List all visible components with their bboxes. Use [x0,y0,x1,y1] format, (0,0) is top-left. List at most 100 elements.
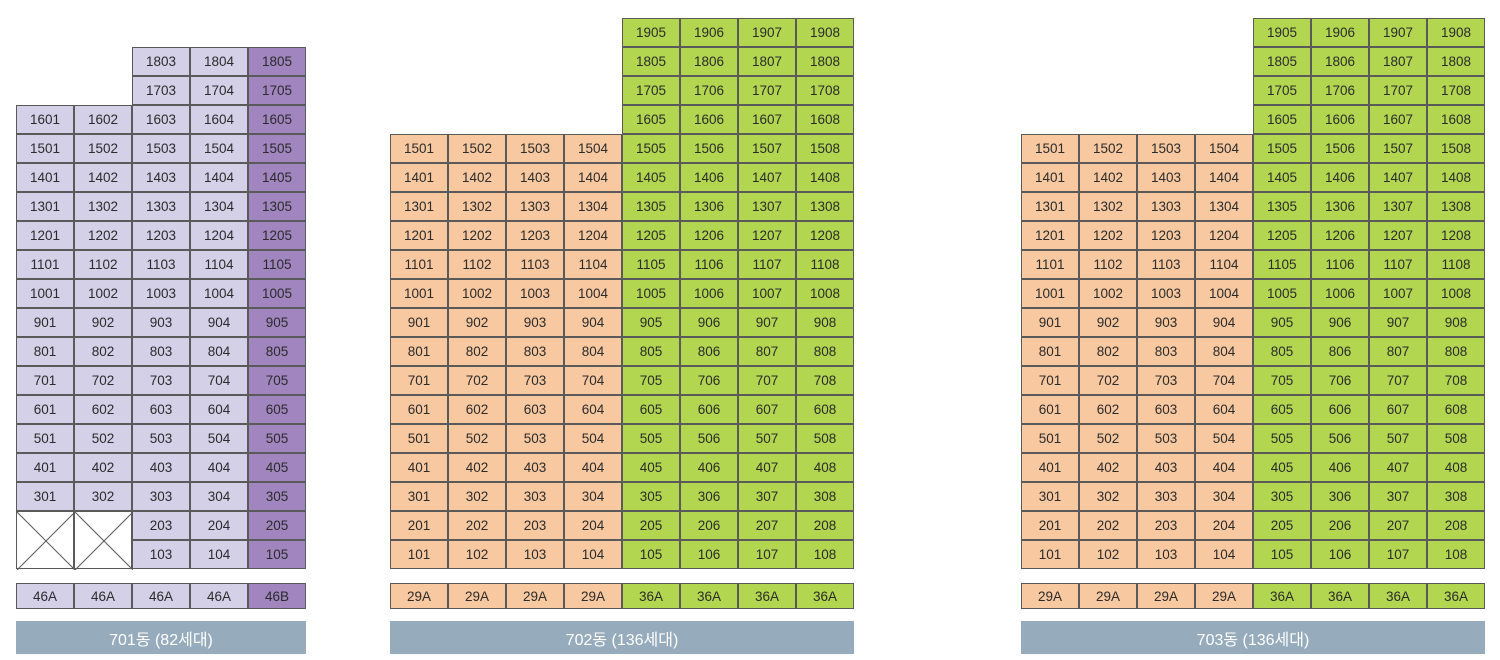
unit-cell: 603 [132,395,190,424]
unit-cell: 1302 [1079,192,1137,221]
unit-cell: 1707 [738,76,796,105]
unit-cell: 405 [1253,453,1311,482]
unit-cell: 1301 [1021,192,1079,221]
unit-type-cell: 29A [1021,583,1079,609]
unit-type-cell: 36A [680,583,738,609]
unit-cell: 1402 [74,163,132,192]
unit-cell: 402 [448,453,506,482]
unit-cell: 305 [1253,482,1311,511]
unit-cell: 1108 [796,250,854,279]
unit-cell: 1103 [506,250,564,279]
unit-cell: 303 [132,482,190,511]
unit-cell: 505 [248,424,306,453]
unit-cell: 1101 [390,250,448,279]
unit-cell: 608 [796,395,854,424]
unit-cell: 1706 [680,76,738,105]
unit-cell: 1805 [1253,47,1311,76]
unit-cell: 702 [74,366,132,395]
unit-cell: 1405 [1253,163,1311,192]
unit-cell: 804 [190,337,248,366]
unit-cell: 1105 [1253,250,1311,279]
unit-cell: 504 [1195,424,1253,453]
unit-cell: 1107 [1369,250,1427,279]
unit-cell: 504 [564,424,622,453]
unit-cell: 1507 [738,134,796,163]
unit-cell: 602 [74,395,132,424]
unit-cell: 1206 [1311,221,1369,250]
unit-cell: 406 [1311,453,1369,482]
unit-cell: 605 [248,395,306,424]
unit-cell: 1003 [1137,279,1195,308]
unit-cell: 1502 [74,134,132,163]
unit-cell: 502 [1079,424,1137,453]
unit-cell: 907 [1369,308,1427,337]
unit-cell: 701 [1021,366,1079,395]
unit-cell: 704 [1195,366,1253,395]
unit-cell: 306 [680,482,738,511]
unit-cell: 204 [564,511,622,540]
unit-cell: 1303 [132,192,190,221]
unit-cell: 106 [680,540,738,569]
unit-cell: 402 [74,453,132,482]
unit-cell: 1407 [738,163,796,192]
unit-cell: 207 [738,511,796,540]
unit-cell: 1505 [622,134,680,163]
unit-cell: 602 [448,395,506,424]
unit-cell: 1203 [132,221,190,250]
unit-cell: 1104 [190,250,248,279]
unit-cell: 1503 [132,134,190,163]
unit-cell: 202 [448,511,506,540]
unit-cell: 408 [796,453,854,482]
unit-type-cell: 29A [390,583,448,609]
unit-cell: 1201 [1021,221,1079,250]
unit-cell: 103 [1137,540,1195,569]
unit-type-cell: 29A [1079,583,1137,609]
unit-cell: 1303 [1137,192,1195,221]
unit-cell: 208 [796,511,854,540]
unit-cell: 201 [1021,511,1079,540]
unit-cell: 1105 [622,250,680,279]
unit-cell: 1003 [506,279,564,308]
unit-cell: 1002 [74,279,132,308]
unit-cell: 1306 [1311,192,1369,221]
unit-cell: 1204 [190,221,248,250]
unit-cell: 1305 [622,192,680,221]
unit-cell: 707 [1369,366,1427,395]
unit-cell: 103 [132,540,190,569]
unit-cell: 105 [622,540,680,569]
unit-cell: 1405 [622,163,680,192]
unit-type-cell: 29A [1195,583,1253,609]
unit-cell: 806 [680,337,738,366]
unit-type-cell: 29A [506,583,564,609]
unit-cell: 1006 [1311,279,1369,308]
unit-cell: 1302 [74,192,132,221]
unit-cell: 906 [680,308,738,337]
unit-cell: 1107 [738,250,796,279]
unit-cell: 703 [506,366,564,395]
unit-cell: 1005 [248,279,306,308]
unit-cell: 1705 [1253,76,1311,105]
unit-cell: 701 [16,366,74,395]
unit-cell: 1404 [1195,163,1253,192]
unit-cell: 408 [1427,453,1485,482]
unit-type-cell: 46A [190,583,248,609]
unit-cell: 108 [796,540,854,569]
unit-cell: 206 [1311,511,1369,540]
unit-cell: 805 [1253,337,1311,366]
unit-type-cell: 29A [448,583,506,609]
unit-cell: 1005 [622,279,680,308]
unit-cell: 1606 [680,105,738,134]
unit-cell: 1503 [1137,134,1195,163]
unit-cell: 301 [16,482,74,511]
unit-cell: 1103 [1137,250,1195,279]
unit-cell: 104 [564,540,622,569]
unit-cell: 1606 [1311,105,1369,134]
unit-cell: 1708 [1427,76,1485,105]
unit-cell: 705 [622,366,680,395]
unit-cell: 302 [74,482,132,511]
unit-cell: 608 [1427,395,1485,424]
unit-cell: 104 [1195,540,1253,569]
unit-type-cell: 36A [1253,583,1311,609]
unit-cell: 1207 [1369,221,1427,250]
unit-cell: 804 [564,337,622,366]
